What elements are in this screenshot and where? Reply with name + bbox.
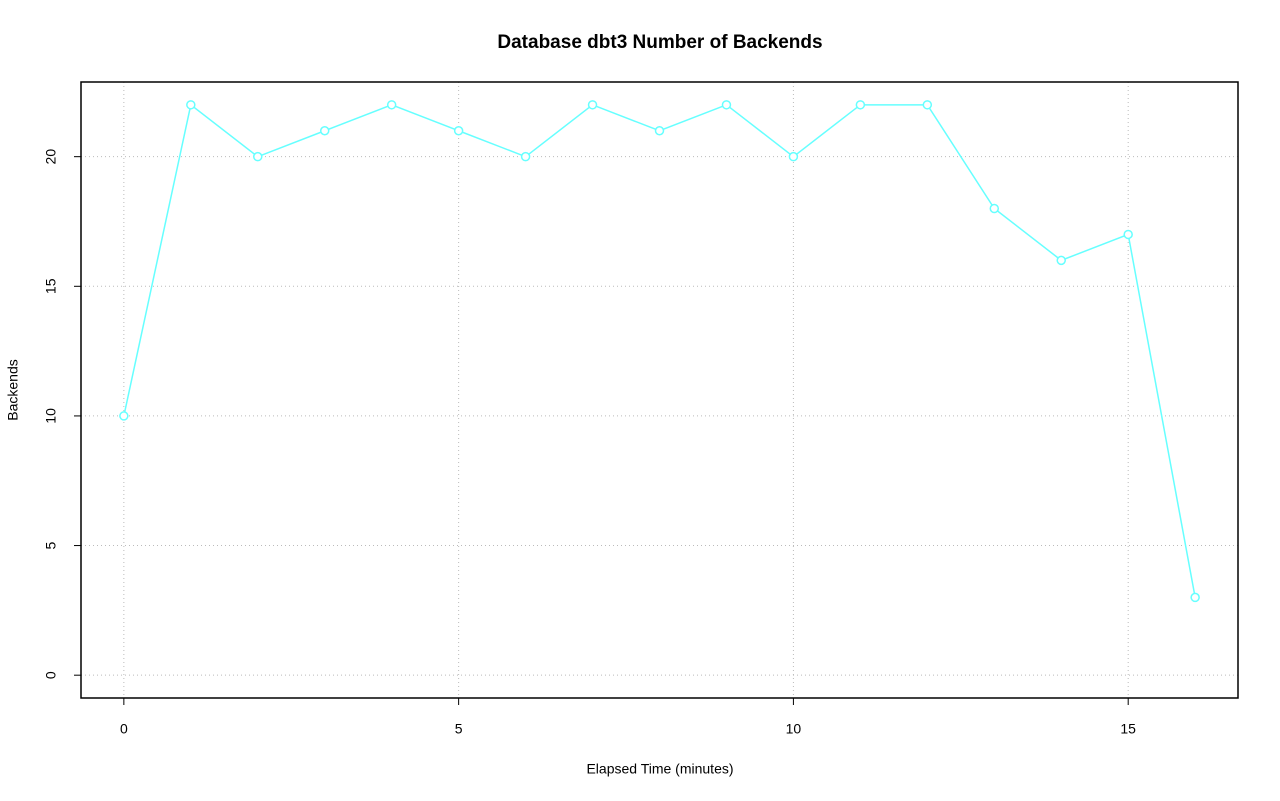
x-axis-label: Elapsed Time (minutes)	[586, 761, 733, 777]
data-point	[721, 100, 732, 110]
data-point	[386, 100, 397, 110]
x-tick-label: 15	[1120, 721, 1136, 737]
data-point	[253, 151, 263, 162]
data-line	[123, 103, 1196, 598]
chart-title: Database dbt3 Number of Backends	[497, 32, 822, 53]
data-point	[1123, 229, 1133, 240]
data-point	[453, 125, 464, 136]
y-axis-label: Backends	[5, 359, 21, 420]
x-tick-label: 5	[455, 721, 463, 737]
y-tick-label: 20	[43, 149, 59, 165]
y-tick-label: 15	[43, 278, 59, 294]
data-point	[186, 100, 196, 110]
x-tick-label: 10	[786, 721, 802, 737]
data-point	[520, 151, 531, 162]
data-point	[119, 411, 129, 421]
y-tick-label: 10	[43, 408, 59, 424]
data-point	[855, 100, 866, 110]
data-point	[654, 125, 665, 136]
data-point	[922, 100, 933, 110]
plot-frame	[80, 81, 1239, 699]
data-point	[1190, 592, 1200, 603]
data-point	[1056, 255, 1066, 266]
y-tick-label: 5	[43, 541, 59, 549]
data-point	[989, 203, 1000, 214]
y-tick-label: 0	[43, 671, 59, 679]
x-tick-label: 0	[120, 721, 128, 737]
data-point	[587, 100, 598, 110]
data-point	[319, 125, 330, 136]
data-point	[788, 151, 799, 162]
